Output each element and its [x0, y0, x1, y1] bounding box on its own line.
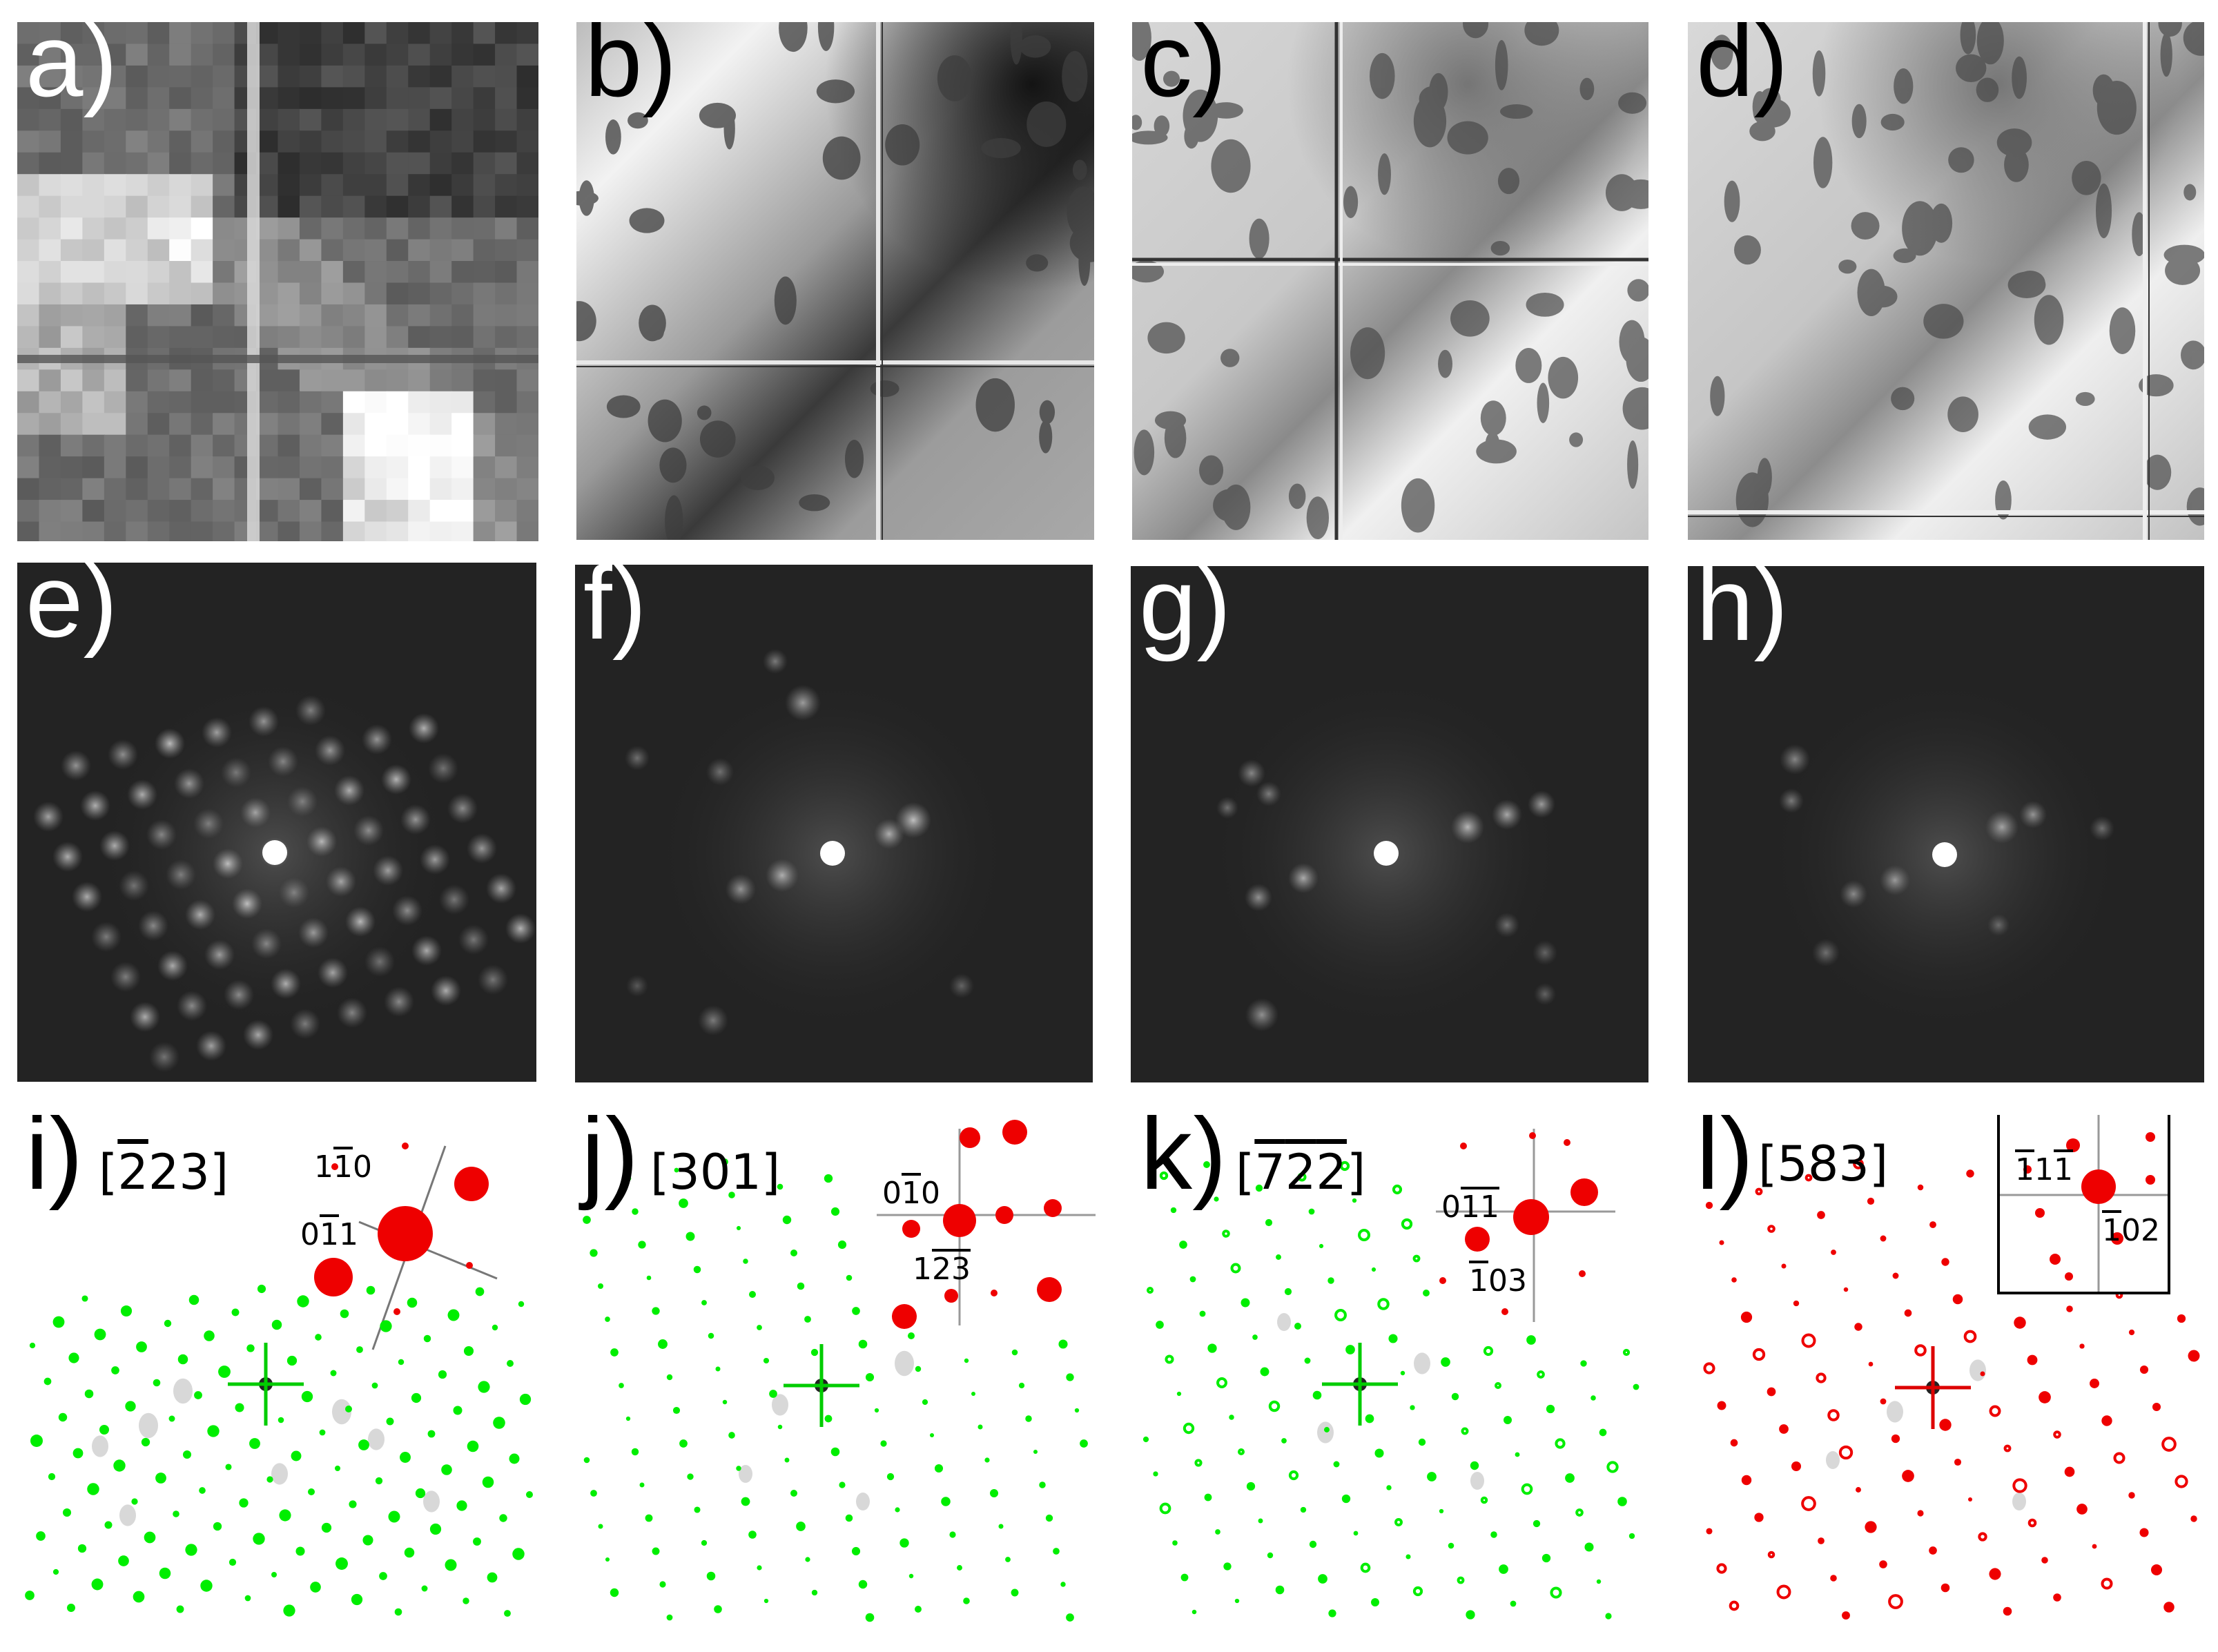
panel-d-image: [1688, 22, 2204, 540]
panel-f-pattern: [575, 565, 1093, 1082]
panel-d-label: d): [1696, 22, 1789, 118]
panel-l-overlay: [1703, 1158, 2200, 1620]
panel-a-label: a): [26, 22, 118, 118]
panel-g-pattern: [1131, 566, 1648, 1082]
panel-i-overlay: [25, 1143, 533, 1617]
panel-i-label: i): [26, 1115, 84, 1211]
panel-i-inset-center-spot: [378, 1206, 433, 1261]
panel-a-pixel-map: [17, 22, 538, 541]
panel-l-label: l): [1696, 1115, 1754, 1211]
panel-g-diffraction-pattern: g): [1131, 566, 1648, 1082]
panel-k-inset-center-spot: [1513, 1199, 1549, 1235]
panel-i-index-2: 011: [300, 1217, 358, 1252]
panel-k-label: k): [1140, 1115, 1227, 1211]
panel-b-orientation-map: b): [576, 22, 1094, 540]
panel-j-label: j): [581, 1115, 639, 1211]
panel-k-overlay: [1142, 1129, 1640, 1620]
panel-h-diffraction-pattern: h): [1688, 566, 2204, 1082]
panel-f-label: f): [583, 565, 647, 661]
panel-j-zone-axis: [301]: [650, 1144, 781, 1201]
panel-i-indexed-pattern: i) [223] 110 011: [17, 1115, 542, 1629]
panel-l-inset-center-spot: [2081, 1169, 2116, 1204]
panel-b-image: [576, 22, 1094, 540]
panel-k-zone-axis: [722]: [1236, 1144, 1366, 1201]
panel-c-image: [1132, 22, 1648, 540]
panel-j-overlay: [583, 1120, 1096, 1622]
panel-i-index-1: 110: [314, 1149, 372, 1185]
panel-j-inset-center-spot: [943, 1204, 976, 1237]
panel-h-pattern: [1688, 566, 2204, 1082]
panel-i-inset-spot: [454, 1167, 489, 1201]
panel-k-index-1: 011: [1441, 1189, 1499, 1225]
panel-f-diffraction-pattern: f): [575, 565, 1093, 1082]
panel-l-zone-axis: [583]: [1758, 1136, 1889, 1192]
panel-b-label: b): [585, 22, 677, 118]
panel-i-inset-spot: [314, 1258, 353, 1296]
panel-l-index-1: 111: [2015, 1152, 2073, 1187]
panel-c-label: c): [1140, 22, 1227, 118]
panel-i-zone-axis: [223]: [99, 1144, 229, 1201]
panel-j-index-1: 010: [882, 1176, 940, 1211]
panel-k-indexed-pattern: k) [722] 011 103: [1132, 1115, 1650, 1629]
panel-j-index-2: 123: [913, 1252, 971, 1287]
panel-e-label: e): [26, 563, 118, 659]
panel-g-label: g): [1139, 566, 1232, 662]
panel-e-diffraction-pattern: e): [17, 563, 536, 1082]
panel-d-orientation-map: d): [1688, 22, 2204, 540]
panel-l-inset: 111 102: [1997, 1115, 2170, 1294]
panel-h-label: h): [1696, 566, 1789, 662]
panel-l-indexed-pattern: l) [583] 111 102: [1688, 1115, 2206, 1629]
panel-e-pattern: [17, 563, 536, 1082]
panel-c-orientation-map: c): [1132, 22, 1648, 540]
panel-a-virtual-image: a): [17, 22, 538, 541]
panel-k-index-2: 103: [1469, 1263, 1527, 1299]
panel-j-indexed-pattern: j) [301] 010 123: [573, 1115, 1096, 1629]
panel-l-index-2: 102: [2102, 1213, 2160, 1248]
